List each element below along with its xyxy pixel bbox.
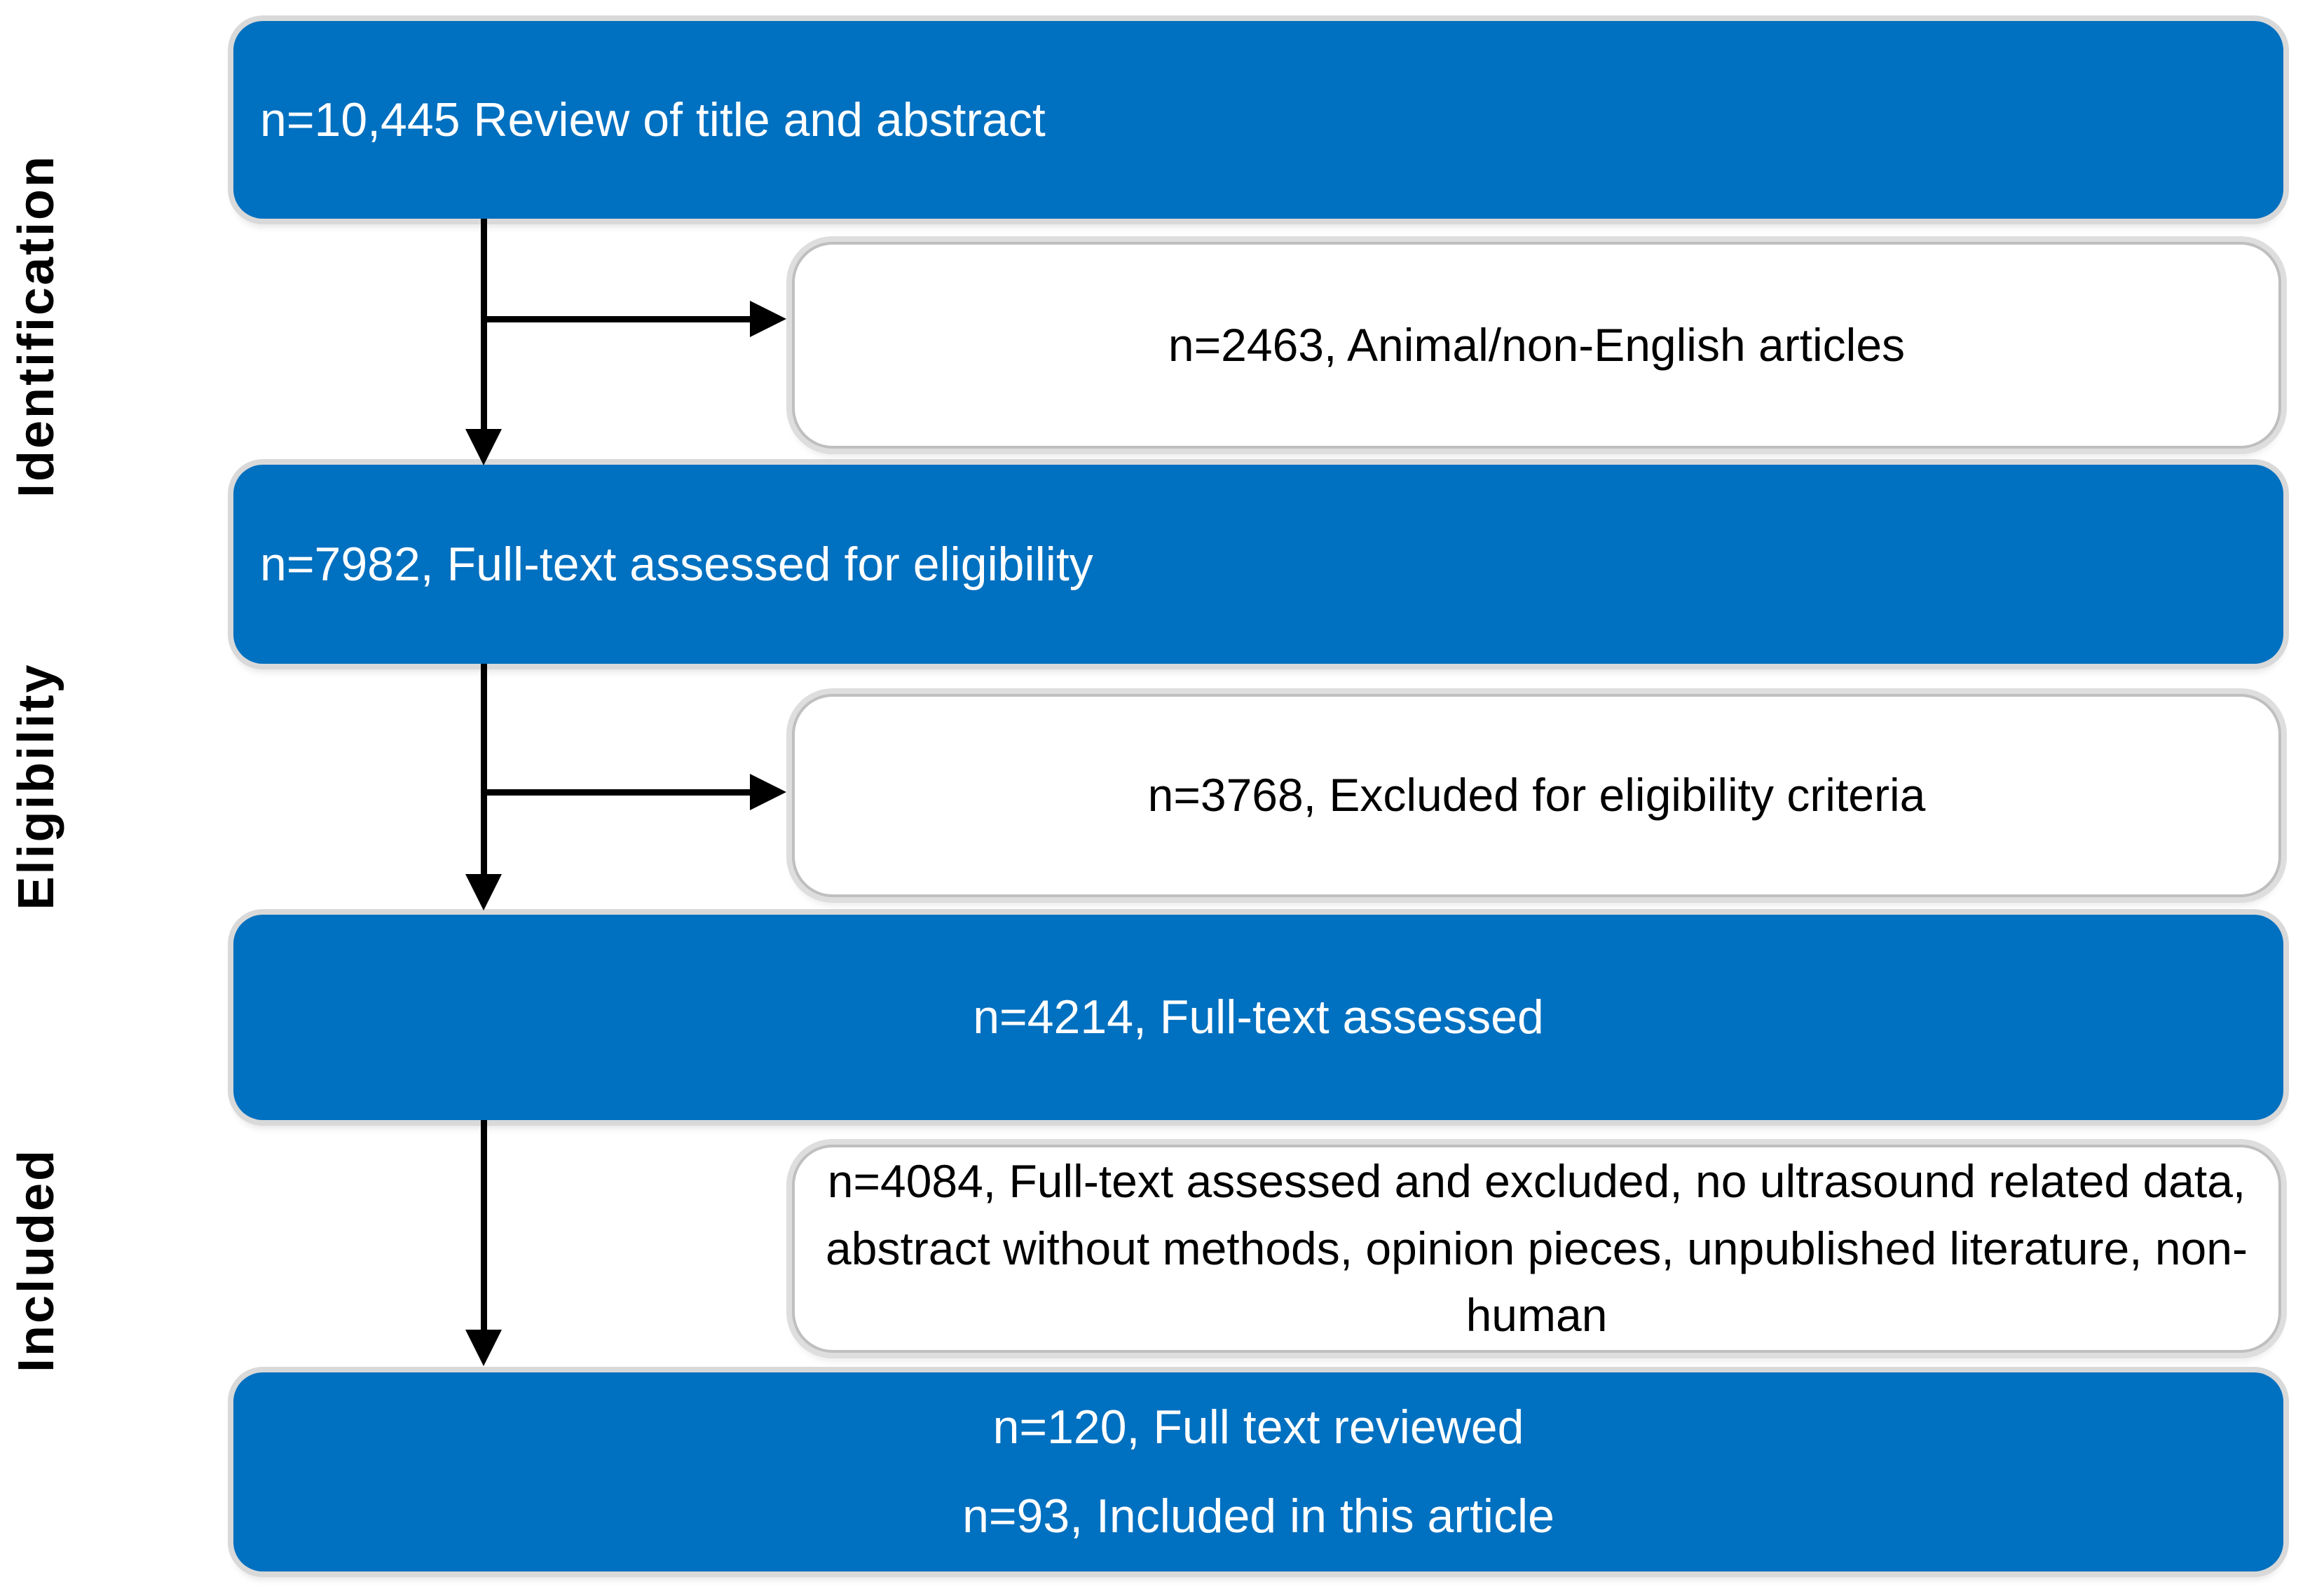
box-animal-non-english-excluded-text: n=2463, Animal/non-English articles [1168, 318, 1906, 371]
flow-arrow-vertical-3 [481, 1120, 487, 1332]
flow-arrow-vertical-1 [481, 219, 487, 431]
box-review-title-abstract-text: n=10,445 Review of title and abstract [260, 93, 1046, 146]
stage-label-eligibility: Eligibility [8, 662, 64, 910]
stage-label-included: Included [8, 1148, 64, 1373]
box-fulltext-assessed-text: n=4214, Full-text assessed [973, 990, 1544, 1044]
box-fulltext-assessed: n=4214, Full-text assessed [233, 915, 2283, 1120]
box-fulltext-excluded-reasons: n=4084, Full-text assessed and excluded,… [792, 1145, 2281, 1353]
arrow-down-icon [465, 1330, 502, 1366]
box-fulltext-excluded-reasons-text: n=4084, Full-text assessed and excluded,… [826, 1154, 2248, 1342]
box-included-final: n=120, Full text reviewed n=93, Included… [233, 1372, 2283, 1571]
stage-label-identification: Identification [8, 154, 64, 498]
box-review-title-abstract: n=10,445 Review of title and abstract [233, 21, 2283, 219]
box-fulltext-assessed-eligibility: n=7982, Full-text assessed for eligibili… [233, 465, 2283, 664]
flow-arrow-branch-1 [484, 316, 753, 322]
box-excluded-eligibility-criteria: n=3768, Excluded for eligibility criteri… [792, 694, 2281, 897]
box-included-final-line2: n=93, Included in this article [962, 1489, 1554, 1543]
arrow-down-icon [465, 874, 502, 910]
arrow-right-icon [750, 774, 786, 810]
flow-arrow-vertical-2 [481, 664, 487, 876]
arrow-down-icon [465, 429, 502, 465]
box-included-final-line1: n=120, Full text reviewed [992, 1400, 1524, 1454]
flow-arrow-branch-2 [484, 789, 753, 796]
box-animal-non-english-excluded: n=2463, Animal/non-English articles [792, 242, 2281, 449]
box-fulltext-assessed-eligibility-text: n=7982, Full-text assessed for eligibili… [260, 537, 1093, 591]
box-excluded-eligibility-criteria-text: n=3768, Excluded for eligibility criteri… [1147, 769, 1926, 821]
arrow-right-icon [750, 301, 786, 337]
